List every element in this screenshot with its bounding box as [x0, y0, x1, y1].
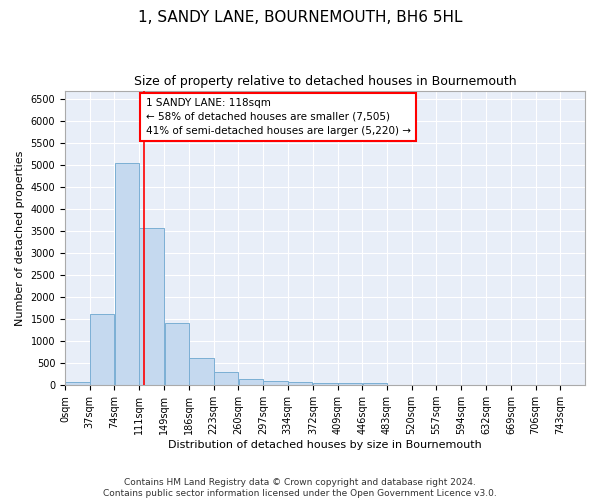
- Bar: [139, 228, 164, 385]
- Bar: [362, 383, 387, 385]
- Title: Size of property relative to detached houses in Bournemouth: Size of property relative to detached ho…: [134, 75, 517, 88]
- Bar: [263, 381, 287, 385]
- Bar: [65, 382, 89, 385]
- Bar: [189, 358, 214, 385]
- Y-axis label: Number of detached properties: Number of detached properties: [15, 150, 25, 326]
- Bar: [115, 163, 139, 385]
- Bar: [313, 383, 338, 385]
- X-axis label: Distribution of detached houses by size in Bournemouth: Distribution of detached houses by size …: [168, 440, 482, 450]
- Bar: [338, 383, 362, 385]
- Bar: [214, 372, 238, 385]
- Bar: [239, 379, 263, 385]
- Bar: [90, 314, 114, 385]
- Bar: [288, 382, 312, 385]
- Text: Contains HM Land Registry data © Crown copyright and database right 2024.
Contai: Contains HM Land Registry data © Crown c…: [103, 478, 497, 498]
- Bar: [164, 322, 189, 385]
- Text: 1, SANDY LANE, BOURNEMOUTH, BH6 5HL: 1, SANDY LANE, BOURNEMOUTH, BH6 5HL: [138, 10, 462, 25]
- Text: 1 SANDY LANE: 118sqm
← 58% of detached houses are smaller (7,505)
41% of semi-de: 1 SANDY LANE: 118sqm ← 58% of detached h…: [146, 98, 410, 136]
